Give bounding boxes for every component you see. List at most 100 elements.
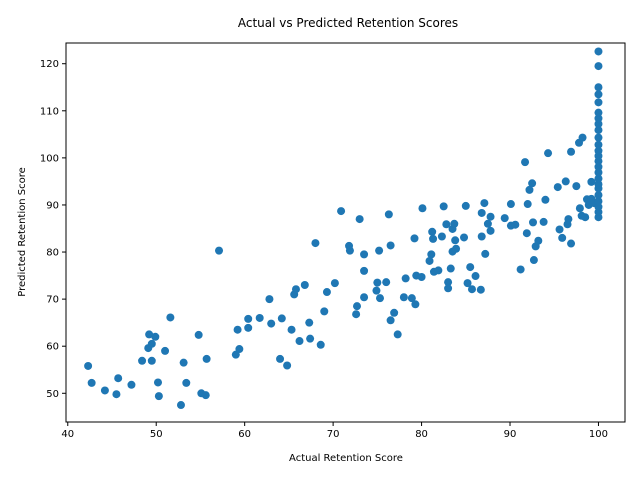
data-point-145 xyxy=(594,191,603,200)
data-point-72 xyxy=(417,272,426,281)
data-point-75 xyxy=(427,250,436,259)
data-point-120 xyxy=(541,195,550,204)
data-point-17 xyxy=(179,358,188,367)
plot-frame xyxy=(65,42,626,423)
data-point-98 xyxy=(477,232,486,241)
data-point-74 xyxy=(425,256,434,265)
y-tick-label-50: 50 xyxy=(46,389,59,400)
y-tick-label-90: 90 xyxy=(46,200,59,211)
data-point-18 xyxy=(182,378,191,387)
data-point-49 xyxy=(345,246,354,255)
data-point-16 xyxy=(176,401,185,410)
x-tick-label-60: 60 xyxy=(238,429,251,440)
data-point-56 xyxy=(372,286,381,295)
data-point-144 xyxy=(594,197,603,206)
data-point-67 xyxy=(401,274,410,283)
data-points xyxy=(84,47,603,410)
data-point-73 xyxy=(418,204,427,213)
data-point-64 xyxy=(390,308,399,317)
data-point-52 xyxy=(355,215,364,224)
data-point-47 xyxy=(337,207,346,216)
data-point-37 xyxy=(291,285,300,294)
data-point-118 xyxy=(534,236,543,245)
data-point-111 xyxy=(522,229,531,238)
data-point-148 xyxy=(594,174,603,183)
data-point-130 xyxy=(572,182,581,191)
data-point-103 xyxy=(486,212,495,221)
data-point-5 xyxy=(127,380,136,389)
data-point-93 xyxy=(463,279,472,288)
chart-title: Actual vs Predicted Retention Scores xyxy=(238,16,458,30)
data-point-105 xyxy=(500,214,509,223)
data-point-12 xyxy=(153,378,162,387)
data-point-22 xyxy=(202,354,211,363)
data-point-88 xyxy=(450,219,459,228)
data-point-147 xyxy=(594,180,603,189)
data-point-39 xyxy=(300,281,309,289)
data-point-161 xyxy=(594,90,603,99)
data-point-33 xyxy=(277,314,286,323)
y-tick-label-60: 60 xyxy=(46,342,59,353)
data-point-40 xyxy=(305,318,314,327)
data-point-15 xyxy=(166,313,175,322)
data-point-143 xyxy=(594,202,603,211)
data-point-77 xyxy=(429,234,438,243)
data-point-19 xyxy=(194,330,203,339)
data-point-21 xyxy=(201,391,210,400)
data-point-32 xyxy=(276,354,285,363)
y-tick-label-120: 120 xyxy=(40,59,59,70)
data-point-60 xyxy=(382,278,391,287)
data-point-135 xyxy=(581,213,590,222)
data-point-116 xyxy=(529,256,538,265)
data-point-4 xyxy=(114,374,123,383)
data-point-89 xyxy=(451,236,460,245)
data-point-68 xyxy=(407,294,416,303)
data-point-79 xyxy=(434,266,443,275)
data-point-100 xyxy=(480,199,489,208)
data-point-44 xyxy=(320,307,329,316)
data-point-104 xyxy=(486,226,495,235)
data-point-57 xyxy=(373,278,382,287)
data-point-14 xyxy=(161,346,170,355)
data-point-1 xyxy=(87,378,96,387)
data-point-128 xyxy=(567,239,576,248)
data-point-9 xyxy=(147,339,156,348)
data-point-125 xyxy=(561,177,570,186)
data-point-53 xyxy=(360,293,369,302)
data-point-63 xyxy=(386,241,395,250)
x-tick-label-90: 90 xyxy=(504,429,517,440)
data-point-23 xyxy=(215,246,224,255)
data-point-102 xyxy=(483,219,492,228)
data-point-155 xyxy=(594,133,603,142)
data-point-115 xyxy=(529,218,538,227)
data-point-109 xyxy=(516,265,525,274)
data-point-58 xyxy=(375,246,384,255)
data-point-163 xyxy=(594,62,603,71)
data-point-122 xyxy=(553,183,562,192)
data-point-38 xyxy=(295,337,304,346)
data-point-26 xyxy=(235,345,244,354)
data-point-6 xyxy=(138,356,147,365)
data-point-27 xyxy=(244,314,253,323)
data-point-80 xyxy=(437,232,446,241)
data-point-41 xyxy=(306,334,315,343)
data-point-124 xyxy=(558,233,567,242)
data-point-51 xyxy=(353,302,361,311)
x-tick-label-50: 50 xyxy=(150,429,163,440)
data-point-159 xyxy=(594,108,603,117)
y-tick-label-100: 100 xyxy=(40,153,59,164)
data-point-95 xyxy=(467,285,476,294)
data-point-129 xyxy=(567,147,576,156)
data-point-92 xyxy=(461,201,470,210)
data-point-0 xyxy=(84,361,93,370)
data-point-55 xyxy=(360,250,369,259)
data-point-132 xyxy=(575,204,584,213)
data-point-61 xyxy=(384,210,393,219)
data-point-101 xyxy=(481,249,490,258)
data-point-154 xyxy=(594,140,603,149)
data-point-150 xyxy=(594,162,603,171)
data-point-42 xyxy=(311,239,320,248)
data-point-91 xyxy=(460,233,469,242)
data-point-99 xyxy=(477,208,486,217)
data-point-157 xyxy=(594,119,603,128)
